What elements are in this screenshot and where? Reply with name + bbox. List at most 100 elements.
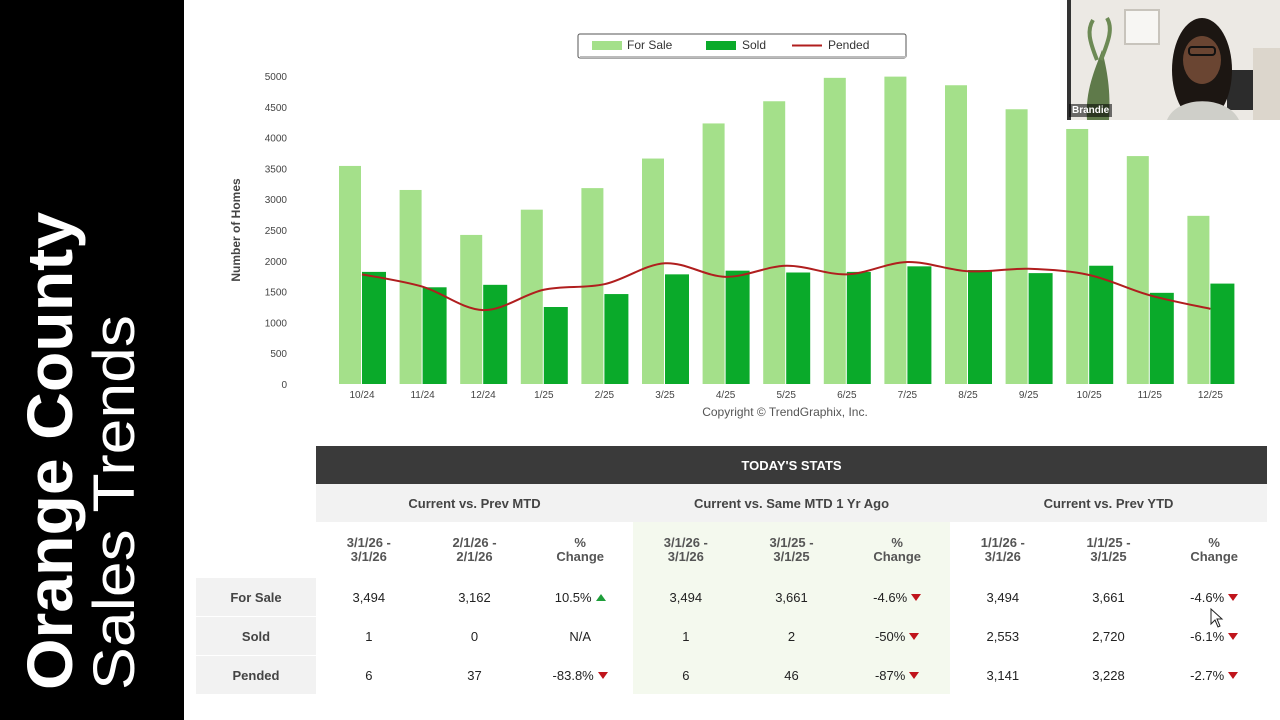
chart-legend: For Sale Sold Pended: [577, 33, 907, 59]
y-tick-label: 3000: [265, 195, 288, 206]
cell-value: -4.6%: [1190, 589, 1225, 605]
value-cell: 3,228: [1056, 656, 1162, 694]
value-cell: 3,494: [316, 578, 422, 616]
bar-sold: [1149, 292, 1174, 384]
stats-table-title: TODAY'S STATS: [316, 446, 1267, 484]
column-header-line1: %: [1208, 535, 1220, 550]
percent-change-cell: -4.6%: [844, 578, 950, 616]
column-header-line1: 1/1/25 -: [1086, 535, 1131, 550]
legend-label-pended: Pended: [828, 38, 869, 52]
highlight-column-group: [633, 522, 950, 694]
mouse-cursor-icon: [1210, 608, 1224, 628]
column-header-line2: Change: [556, 549, 604, 564]
value-cell: 3,494: [950, 578, 1056, 616]
x-tick-label: 2/25: [595, 390, 615, 401]
percent-change-cell: -87%: [844, 656, 950, 694]
value-cell: 3,141: [950, 656, 1056, 694]
percent-change-cell: -83.8%: [527, 656, 633, 694]
value-cell: 1: [316, 617, 422, 655]
x-tick-label: 6/25: [837, 390, 857, 401]
cell-value: 2,553: [986, 628, 1020, 644]
percent-change-cell: 10.5%: [527, 578, 633, 616]
cell-value: 3,141: [986, 667, 1020, 683]
bar-for-sale: [945, 85, 967, 385]
bar-sold: [725, 270, 750, 384]
column-header: 1/1/25 -3/1/25: [1056, 522, 1162, 578]
y-tick-label: 2000: [265, 257, 288, 268]
column-header-line1: %: [891, 535, 903, 550]
trend-down-icon: [1228, 632, 1239, 640]
bar-for-sale: [1187, 215, 1210, 384]
cell-value: -87%: [874, 667, 906, 683]
webcam-video-tile[interactable]: Brandie: [1067, 0, 1280, 120]
column-header-line2: Change: [1190, 549, 1238, 564]
column-header-line2: 3/1/26: [667, 549, 704, 564]
column-header: 3/1/26 -3/1/26: [633, 522, 739, 578]
x-tick-label: 10/25: [1077, 390, 1102, 401]
bar-sold: [422, 287, 447, 384]
column-header: 1/1/26 -3/1/26: [950, 522, 1056, 578]
bar-for-sale: [1126, 156, 1149, 384]
column-header: 2/1/26 -2/1/26: [422, 522, 528, 578]
cell-value: 6: [682, 667, 690, 683]
column-header-line2: 3/1/25: [1090, 549, 1127, 564]
bar-sold: [968, 270, 992, 384]
x-tick-label: 7/25: [898, 390, 918, 401]
cell-value: 2,720: [1092, 628, 1125, 644]
cell-value: 3,494: [352, 589, 386, 605]
bar-for-sale: [460, 234, 483, 384]
value-cell: 2,720: [1056, 617, 1162, 655]
y-tick-label: 4000: [265, 134, 288, 145]
cell-value: 3,494: [669, 589, 703, 605]
legend-label-sold: Sold: [742, 38, 766, 52]
bar-sold: [665, 274, 689, 384]
x-tick-label: 9/25: [1019, 390, 1039, 401]
todays-stats-table: TODAY'S STATS Current vs. Prev MTD Curre…: [196, 446, 1267, 694]
row-label: Sold: [196, 617, 316, 655]
bar-sold: [543, 307, 568, 384]
column-header-line1: 1/1/26 -: [980, 535, 1025, 550]
participant-name-label: Brandie: [1069, 104, 1113, 117]
percent-change-cell: -6.1%: [1161, 617, 1267, 655]
bar-sold: [1210, 283, 1235, 384]
sidebar-title-line2: Sales Trends: [82, 315, 147, 690]
bar-for-sale: [642, 158, 664, 384]
cell-value: 3,494: [986, 589, 1020, 605]
bar-sold: [362, 271, 386, 384]
webcam-video-frame: [1067, 0, 1280, 120]
bar-sold: [483, 284, 508, 384]
x-axis-ticks: 10/24 11/24 12/24 1/25 2/25 3/25 4/25 5/25 6/25 7…: [349, 390, 1223, 401]
stats-group-header-row: Current vs. Prev MTD Current vs. Same MT…: [316, 484, 1267, 522]
pended-series-line: [361, 261, 1211, 312]
bar-for-sale: [520, 209, 543, 384]
column-header: 3/1/26 -3/1/26: [316, 522, 422, 578]
trend-up-icon: [595, 593, 606, 601]
legend-label-for-sale: For Sale: [627, 38, 673, 52]
value-cell: 3,661: [739, 578, 845, 616]
sidebar-title-line1: Orange County: [14, 212, 86, 690]
column-header-line1: 2/1/26 -: [452, 535, 497, 550]
y-tick-label: 5000: [265, 72, 288, 83]
x-tick-label: 12/25: [1198, 390, 1223, 401]
cell-value: 37: [467, 667, 482, 683]
cell-value: N/A: [569, 628, 591, 644]
cell-value: 1: [682, 628, 690, 644]
column-header-line2: Change: [873, 549, 921, 564]
y-tick-label: 0: [281, 380, 287, 391]
value-cell: 0: [422, 617, 528, 655]
value-cell: 6: [633, 656, 739, 694]
x-tick-label: 11/25: [1138, 390, 1163, 401]
group-header-prev-mtd: Current vs. Prev MTD: [408, 495, 541, 511]
value-cell: 6: [316, 656, 422, 694]
column-header-line2: 2/1/26: [456, 549, 493, 564]
cell-value: 0: [470, 628, 479, 644]
value-cell: 46: [739, 656, 845, 694]
bar-for-sale: [884, 76, 907, 384]
legend-swatch-sold: [706, 41, 736, 50]
cell-value: -83.8%: [552, 667, 594, 683]
cell-value: -50%: [874, 628, 906, 644]
column-header: % Change: [527, 522, 633, 578]
cell-value: 3,661: [775, 589, 808, 605]
column-header: % Change: [844, 522, 950, 578]
cell-value: -2.7%: [1190, 667, 1225, 683]
